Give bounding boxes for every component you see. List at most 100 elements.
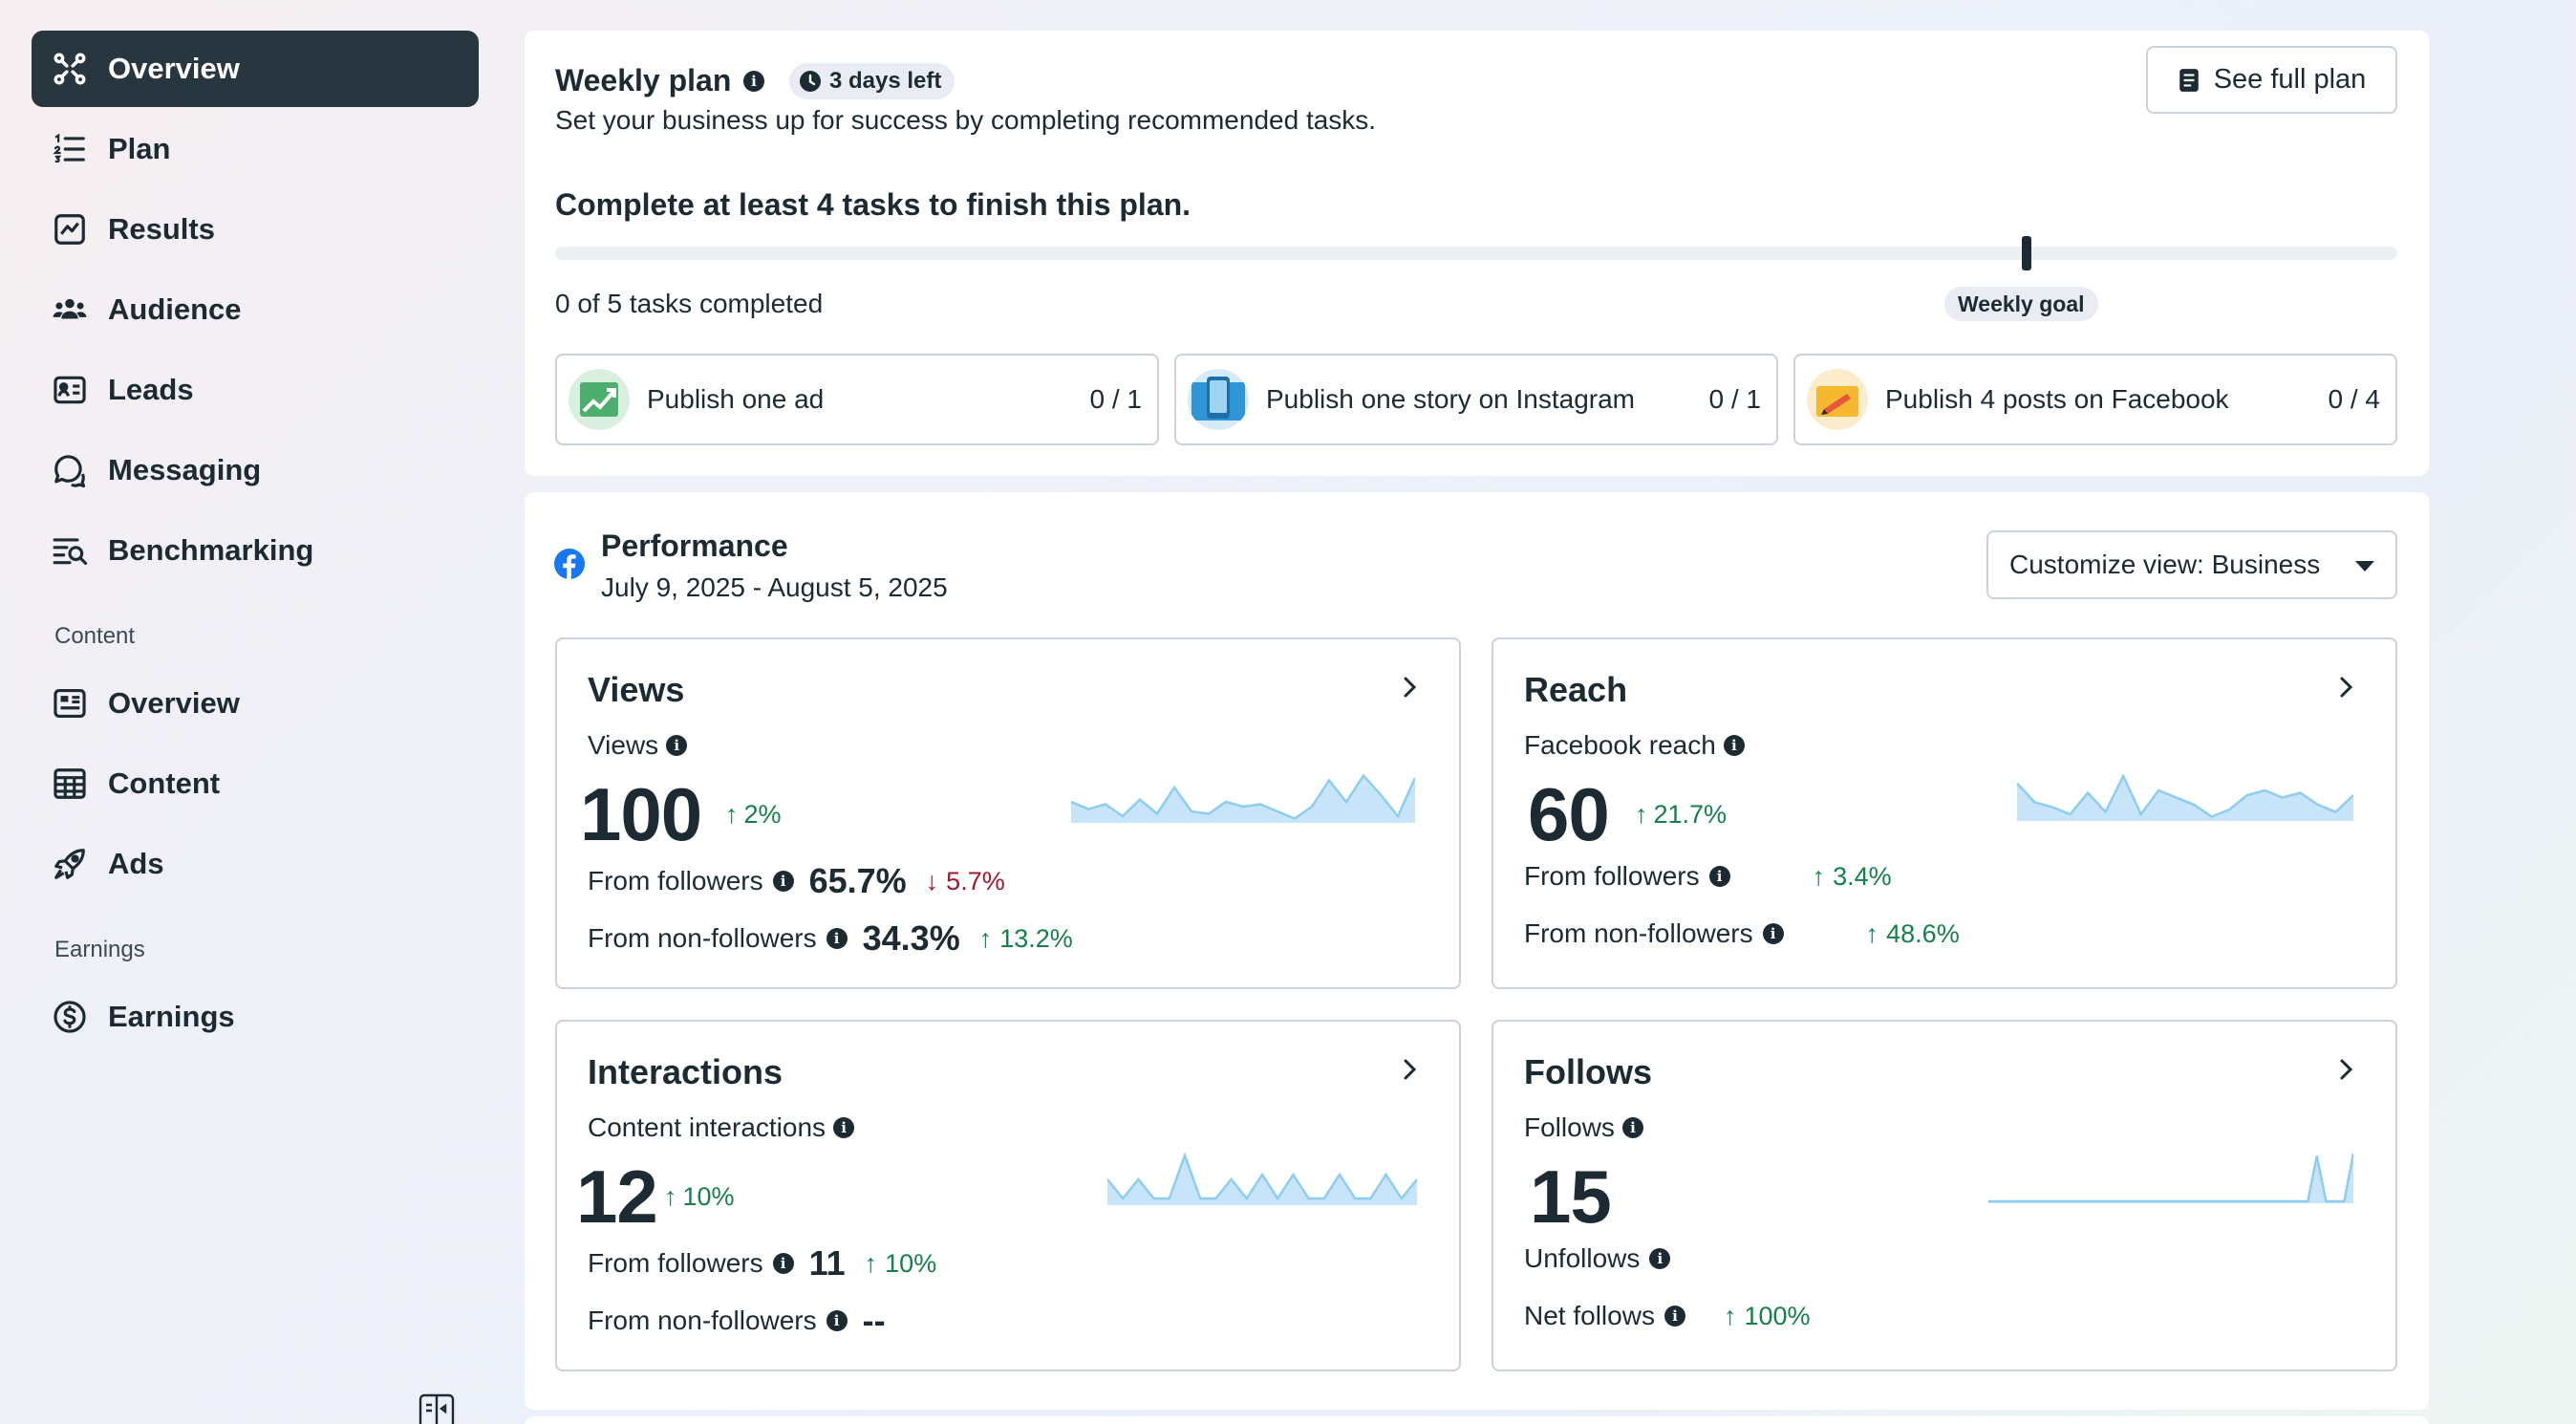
- tasks-completed-text: 0 of 5 tasks completed: [555, 289, 824, 318]
- info-icon[interactable]: i: [826, 1310, 848, 1331]
- sidebar-item-label: Overview: [108, 52, 240, 85]
- collapse-sidebar-icon[interactable]: [419, 1393, 455, 1424]
- arrow-up-icon: ↑: [864, 1248, 878, 1278]
- messaging-icon: [51, 451, 89, 489]
- net-follows-row: Net follows i ↑ 100%: [1524, 1301, 1811, 1330]
- info-icon[interactable]: i: [1621, 1117, 1643, 1138]
- sidebar-item-label: Ads: [108, 847, 164, 880]
- reach-sparkline: [2017, 773, 2353, 821]
- plan-progress-bar: [555, 247, 2397, 260]
- views-sparkline: [1071, 773, 1415, 823]
- content-overview-icon: [51, 684, 89, 723]
- sparkline-line: [1071, 773, 1415, 820]
- sidebar-item-earnings[interactable]: Earnings: [32, 979, 479, 1055]
- weekly-plan-title: Weekly plan: [555, 63, 732, 97]
- info-icon[interactable]: i: [1762, 923, 1784, 944]
- info-icon[interactable]: i: [743, 71, 764, 92]
- sidebar-item-content-overview[interactable]: Overview: [32, 665, 479, 742]
- chevron-right-icon[interactable]: [1398, 674, 1421, 701]
- earnings-section-label: Earnings: [54, 937, 145, 962]
- sidebar-item-label: Plan: [108, 132, 171, 165]
- metric-change: ↑ 10%: [664, 1182, 735, 1211]
- next-card-peek: [525, 1416, 2429, 1424]
- task-publish-posts[interactable]: Publish 4 posts on Facebook 0 / 4: [1793, 354, 2397, 445]
- caret-down-icon: [2355, 561, 2374, 572]
- from-followers-row: From followers i 65.7% ↓ 5.7%: [588, 861, 1005, 900]
- reach-metric-card[interactable]: Reach Facebook reach i 60 ↑ 21.7% From fol…: [1492, 637, 2397, 989]
- sidebar-item-overview[interactable]: Overview: [32, 31, 479, 107]
- info-icon[interactable]: i: [666, 735, 688, 756]
- metric-value: 12: [576, 1154, 658, 1239]
- sparkline-area: [1071, 775, 1415, 823]
- see-full-plan-button[interactable]: See full plan: [2146, 46, 2397, 114]
- arrow-up-icon: ↑: [664, 1182, 677, 1211]
- sidebar-item-content[interactable]: Content: [32, 745, 479, 822]
- sidebar-item-benchmarking[interactable]: Benchmarking: [32, 512, 479, 589]
- metric-value: 100: [580, 772, 702, 856]
- weekly-plan-subtitle: Set your business up for success by comp…: [555, 105, 1377, 135]
- info-icon[interactable]: i: [833, 1117, 855, 1138]
- sparkline-line: [1988, 1153, 2353, 1203]
- sidebar-item-plan[interactable]: Plan: [32, 111, 479, 187]
- arrow-up-icon: ↑: [1723, 1301, 1737, 1330]
- metric-title: Reach: [1524, 670, 1628, 709]
- interactions-sparkline: [1107, 1152, 1417, 1205]
- metric-title: Follows: [1524, 1052, 1652, 1091]
- info-icon[interactable]: i: [772, 871, 794, 892]
- sidebar-item-ads[interactable]: Ads: [32, 826, 479, 902]
- info-icon[interactable]: i: [1723, 735, 1745, 756]
- document-icon: [2179, 68, 2199, 92]
- sidebar-item-label: Results: [108, 212, 215, 246]
- overview-icon: [51, 50, 89, 88]
- task-publish-story[interactable]: Publish one story on Instagram 0 / 1: [1174, 354, 1778, 445]
- performance-card: Performance July 9, 2025 - August 5, 202…: [525, 492, 2429, 1410]
- interactions-metric-card[interactable]: Interactions Content interactions i 12 ↑ 1…: [555, 1020, 1461, 1371]
- info-icon[interactable]: i: [1708, 866, 1730, 887]
- chevron-right-icon[interactable]: [2334, 674, 2357, 701]
- benchmarking-icon: [51, 531, 89, 570]
- sidebar-item-label: Benchmarking: [108, 533, 314, 567]
- info-icon[interactable]: i: [1664, 1305, 1685, 1327]
- days-left-badge: 3 days left: [789, 63, 955, 99]
- from-non-followers-row: From non-followers i --: [588, 1301, 886, 1340]
- sidebar-item-results[interactable]: Results: [32, 191, 479, 268]
- views-metric-card[interactable]: Views Views i 100 ↑ 2% From followers i 65.…: [555, 637, 1461, 989]
- customize-view-dropdown[interactable]: Customize view: Business: [1986, 530, 2397, 599]
- arrow-up-icon: ↑: [1865, 918, 1879, 948]
- content-section-label: Content: [54, 623, 136, 649]
- ad-growth-icon: [569, 369, 630, 430]
- from-non-followers-row: From non-followers i ↑ 48.6%: [1524, 918, 1960, 948]
- sidebar-item-label: Messaging: [108, 453, 262, 486]
- task-label: Publish one story on Instagram: [1266, 384, 1635, 414]
- sparkline-line: [2017, 773, 2353, 818]
- metric-title: Interactions: [588, 1052, 784, 1091]
- chevron-right-icon[interactable]: [2334, 1056, 2357, 1083]
- date-range: July 9, 2025 - August 5, 2025: [601, 572, 948, 602]
- task-label: Publish 4 posts on Facebook: [1885, 384, 2229, 414]
- weekly-goal-label: Weekly goal: [1944, 287, 2098, 321]
- chevron-right-icon[interactable]: [1398, 1056, 1421, 1083]
- plan-goal-text: Complete at least 4 tasks to finish this…: [555, 187, 1191, 222]
- audience-icon: [51, 291, 89, 329]
- results-chart-icon: [51, 210, 89, 248]
- sidebar-item-messaging[interactable]: Messaging: [32, 432, 479, 508]
- from-followers-row: From followers i 11 ↑ 10%: [588, 1243, 937, 1283]
- facebook-logo-icon: [554, 549, 585, 579]
- metric-subtitle: Content interactions i: [588, 1112, 855, 1143]
- from-non-followers-row: From non-followers i 34.3% ↑ 13.2%: [588, 918, 1073, 958]
- sidebar-item-audience[interactable]: Audience: [32, 271, 479, 348]
- sidebar-item-leads[interactable]: Leads: [32, 352, 479, 428]
- task-publish-ad[interactable]: Publish one ad 0 / 1: [555, 354, 1159, 445]
- clock-icon: [800, 71, 821, 92]
- weekly-plan-card: Weekly plan i 3 days left Set your busin…: [525, 31, 2429, 476]
- see-full-plan-label: See full plan: [2213, 64, 2367, 95]
- metric-subtitle: Views i: [588, 730, 688, 761]
- sparkline-area: [2017, 776, 2353, 821]
- info-icon[interactable]: i: [826, 928, 848, 949]
- metric-value: 60: [1528, 772, 1610, 856]
- sidebar-item-label: Audience: [108, 292, 242, 326]
- follows-metric-card[interactable]: Follows Follows i 15 Unfollows i Net follo…: [1492, 1020, 2397, 1371]
- arrow-up-icon: ↑: [1635, 800, 1648, 829]
- info-icon[interactable]: i: [772, 1253, 794, 1274]
- info-icon[interactable]: i: [1649, 1248, 1671, 1269]
